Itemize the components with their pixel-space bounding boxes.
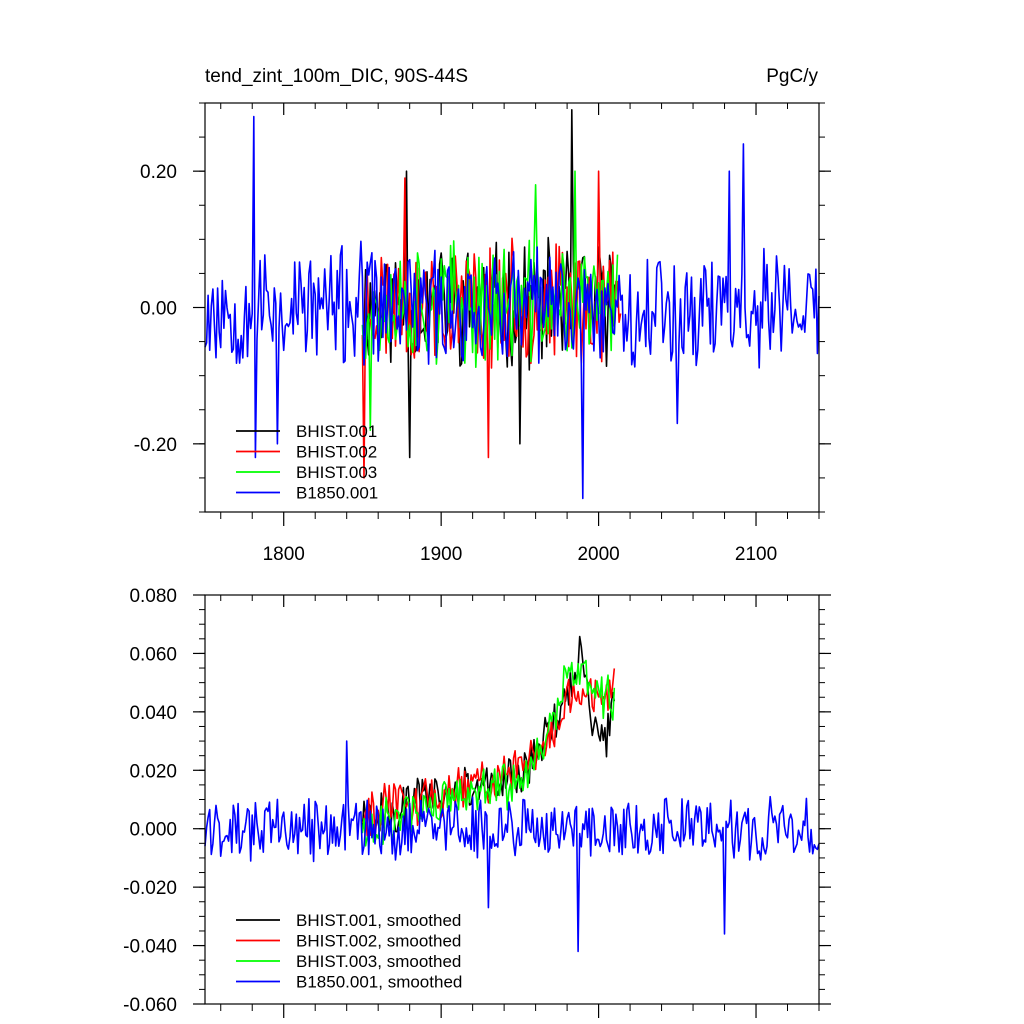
- bottom-legend: BHIST.001, smoothed BHIST.002, smoothedBH…: [236, 911, 462, 992]
- x-tick-label-0-0: 1800: [263, 544, 305, 565]
- series-line-1-2: [361, 659, 616, 847]
- bottom-plot-frame: [204, 594, 820, 1005]
- series-line-0-3: [204, 115, 820, 500]
- series-line-0-1: [361, 170, 622, 479]
- y-tick-label-1-5: 0.040: [129, 703, 177, 724]
- y-tick-label-1-7: 0.080: [129, 586, 177, 607]
- y-tick-label-1-3: 0.000: [129, 820, 177, 841]
- x-tick-label-0-1: 1900: [420, 544, 462, 565]
- top-panel: tend_zint_100m_DIC, 90S-44S PgC/y 1800 19…: [134, 66, 831, 565]
- legend-label-1-2: BHIST.003, smoothed: [296, 952, 461, 971]
- y-tick-label-1-6: 0.060: [129, 644, 177, 665]
- y-tick-label-1-4: 0.020: [129, 761, 177, 782]
- legend-label-1-3: B1850.001, smoothed: [296, 973, 462, 992]
- top-panel-title: tend_zint_100m_DIC, 90S-44S: [205, 66, 468, 87]
- y-tick-label-0-2: 0.20: [140, 162, 177, 183]
- x-tick-label-0-2: 2000: [577, 544, 619, 565]
- y-tick-label-1-1: -0.040: [123, 937, 177, 958]
- legend-label-1-0: BHIST.001, smoothed: [296, 911, 461, 930]
- y-tick-label-1-0: -0.060: [123, 995, 177, 1016]
- bottom-series-layer: [204, 635, 820, 953]
- legend-label-0-1: BHIST.002: [296, 443, 377, 462]
- top-plot-frame: [204, 102, 820, 513]
- bottom-panel: -0.060 -0.040 -0.020 0.000 0.020 0.040 0.060 0.…: [123, 586, 831, 1018]
- top-series-layer: [204, 109, 820, 500]
- legend-label-0-3: B1850.001: [296, 484, 378, 503]
- legend-label-0-2: BHIST.003: [296, 463, 377, 482]
- legend-label-1-1: BHIST.002, smoothed: [296, 932, 461, 951]
- y-tick-label-1-2: -0.020: [123, 878, 177, 899]
- top-tick-layer: 1800 1900 2000 2100 -0.20 0.00 0.20: [134, 102, 831, 565]
- series-line-1-3: [204, 740, 820, 953]
- y-tick-label-0-0: -0.20: [134, 435, 177, 456]
- x-tick-label-0-3: 2100: [735, 544, 777, 565]
- series-line-0-2: [361, 170, 619, 432]
- bottom-tick-layer: -0.060 -0.040 -0.020 0.000 0.020 0.040 0.060 0.…: [123, 586, 831, 1018]
- y-tick-label-0-1: 0.00: [140, 299, 177, 320]
- legend-label-0-0: BHIST.001: [296, 422, 377, 441]
- top-panel-units: PgC/y: [766, 66, 818, 87]
